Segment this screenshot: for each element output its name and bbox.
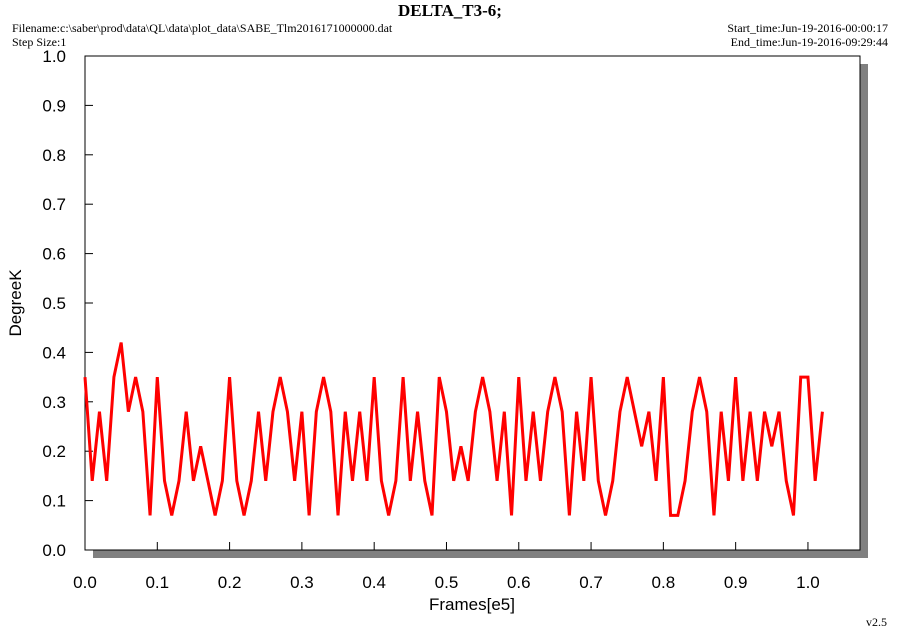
x-tick-label: 0.5 [435,573,459,592]
x-tick-label: 0.3 [290,573,314,592]
y-tick-label: 0.7 [42,195,66,214]
y-axis-label: DegreeK [6,269,25,337]
start-time: Start_time:Jun-19-2016-00:00:17 [727,21,888,35]
y-tick-label: 0.5 [42,294,66,313]
x-axis-label: Frames[e5] [429,595,515,614]
filename: Filename:c:\saber\prod\data\QL\data\plot… [12,21,393,35]
y-tick-label: 1.0 [42,47,66,66]
x-tick-label: 0.9 [724,573,748,592]
chart-title: DELTA_T3-6; [398,1,502,20]
y-tick-label: 0.0 [42,541,66,560]
y-tick-label: 0.2 [42,442,66,461]
x-tick-label: 0.0 [73,573,97,592]
x-tick-label: 0.7 [579,573,603,592]
x-tick-label: 0.8 [652,573,676,592]
data-line [83,342,824,517]
x-tick-label: 0.2 [218,573,242,592]
x-tick-label: 0.1 [145,573,169,592]
x-tick-label: 0.6 [507,573,531,592]
y-tick-label: 0.6 [42,245,66,264]
end-time: End_time:Jun-19-2016-09:29:44 [731,35,888,49]
y-tick-label: 0.1 [42,492,66,511]
step-size: Step Size:1 [12,35,66,49]
y-tick-label: 0.8 [42,146,66,165]
x-tick-label: 1.0 [796,573,820,592]
y-tick-label: 0.4 [42,343,66,362]
x-tick-label: 0.4 [362,573,386,592]
y-tick-label: 0.3 [42,393,66,412]
y-tick-label: 0.9 [42,96,66,115]
version: v2.5 [866,615,887,629]
